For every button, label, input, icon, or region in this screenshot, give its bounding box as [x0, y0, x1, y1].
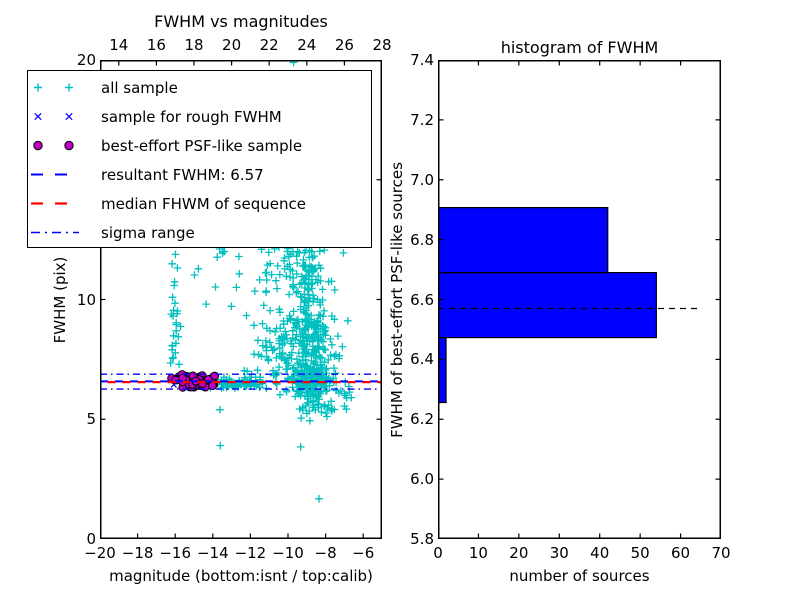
scatter-y-tick-label: 10 [76, 290, 96, 309]
legend-item: resultant FWHM: 6.57 [28, 160, 371, 189]
histogram-axes-frame [438, 60, 721, 539]
legend: all sample sample for rough FWHM best-effo… [27, 70, 372, 248]
line-marker-icon [31, 231, 79, 234]
histogram-bar [438, 336, 447, 404]
legend-item: median FHWM of sequence [28, 189, 371, 218]
legend-item: sigma range [28, 218, 371, 247]
legend-item-label: all sample [101, 78, 178, 97]
histogram-y-tick-label: 6.0 [410, 470, 434, 489]
histogram-plot-area [438, 60, 721, 539]
scatter-x-tick-label: −16 [159, 544, 192, 562]
histogram-y-tick-label: 6.8 [410, 230, 434, 249]
histogram-x-tick-label: 30 [549, 544, 569, 562]
histogram-x-tick-label: 50 [630, 544, 650, 562]
scatter-top-tick-label: 18 [184, 36, 204, 54]
legend-item: all sample [28, 73, 371, 102]
histogram-bar [438, 207, 609, 274]
histogram-x-tick-label: 70 [711, 544, 731, 562]
scatter-x-tick-label: −6 [352, 544, 375, 562]
scatter-x-tick-label: −18 [121, 544, 154, 562]
legend-item: best-effort PSF-like sample [28, 131, 371, 160]
legend-item-label: sigma range [101, 223, 195, 242]
scatter-plot-title: FWHM vs magnitudes [154, 12, 328, 31]
scatter-top-tick-label: 14 [109, 36, 129, 54]
scatter-axes-frame [100, 60, 382, 539]
scatter-x-tick-label: −14 [196, 544, 229, 562]
scatter-y-tick-label: 0 [86, 530, 96, 548]
line-marker-icon [31, 173, 79, 176]
scatter-plot-area [100, 60, 382, 539]
line-marker-icon [31, 202, 79, 205]
scatter-top-tick-label: 20 [222, 36, 242, 54]
scatter-x-tick-label: −10 [272, 544, 304, 562]
scatter-top-tick-label: 22 [259, 36, 279, 54]
histogram-y-tick-label: 7.2 [410, 110, 434, 129]
legend-item: sample for rough FWHM [28, 102, 371, 131]
scatter-x-tick-label: −20 [84, 544, 116, 562]
scatter-top-tick-label: 24 [297, 36, 317, 54]
histogram-x-tick-label: 40 [590, 544, 610, 562]
histogram-bar [438, 272, 657, 339]
histogram-x-tick-label: 10 [468, 544, 488, 562]
histogram-y-tick-label: 7.4 [410, 51, 434, 69]
histogram-x-tick-label: 0 [433, 544, 443, 562]
histogram-title: histogram of FWHM [500, 38, 659, 57]
histogram-x-tick-label: 20 [509, 544, 529, 562]
scatter-xaxis-label: magnitude (bottom:isnt / top:calib) [109, 567, 373, 585]
scatter-top-tick-label: 16 [146, 36, 166, 54]
histogram-y-tick-label: 5.8 [410, 530, 434, 548]
histogram-x-tick-label: 60 [671, 544, 691, 562]
legend-item-label: median FHWM of sequence [101, 194, 306, 213]
histogram-y-tick-label: 7.0 [410, 170, 434, 189]
scatter-top-tick-label: 28 [372, 36, 392, 54]
scatter-x-tick-label: −12 [234, 544, 267, 562]
plus-marker-icon [34, 83, 73, 92]
legend-item-label: best-effort PSF-like sample [101, 136, 303, 155]
legend-item-label: sample for rough FWHM [101, 107, 282, 126]
scatter-x-tick-label: −8 [314, 544, 337, 562]
histogram-y-tick-label: 6.2 [410, 410, 434, 429]
histogram-y-tick-label: 6.6 [410, 290, 434, 309]
scatter-series-all-sample [166, 60, 356, 503]
x-marker-icon [34, 112, 73, 121]
circle-marker-icon [33, 140, 74, 151]
scatter-y-tick-label: 20 [76, 51, 96, 69]
scatter-top-tick-label: 26 [334, 36, 354, 54]
histogram-xaxis-label: number of sources [509, 567, 650, 585]
scatter-y-tick-label: 5 [86, 410, 96, 429]
histogram-y-tick-label: 6.4 [410, 350, 434, 369]
legend-item-label: resultant FWHM: 6.57 [101, 165, 264, 184]
